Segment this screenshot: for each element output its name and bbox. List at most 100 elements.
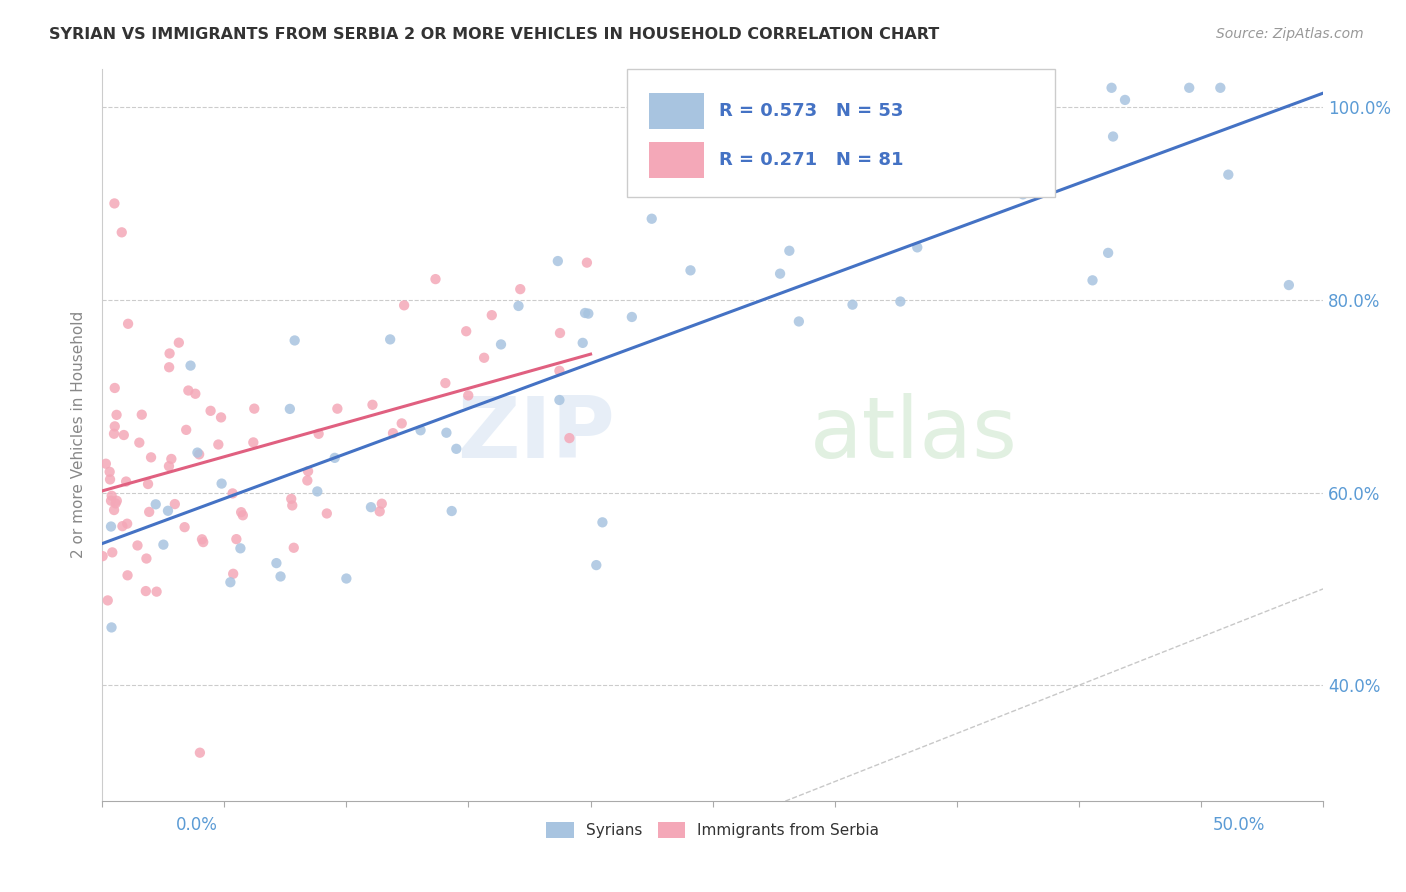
Point — [391, 417, 413, 431]
Point — [1114, 93, 1136, 107]
Point — [576, 307, 599, 321]
Point — [409, 423, 432, 437]
Point — [152, 538, 174, 552]
Point — [188, 746, 211, 760]
Point — [1081, 273, 1104, 287]
Point — [100, 620, 122, 634]
Point — [281, 499, 304, 513]
Point — [174, 423, 197, 437]
Point — [508, 299, 530, 313]
Point — [135, 584, 157, 599]
Point — [101, 545, 124, 559]
Point — [1101, 80, 1123, 95]
Point — [221, 486, 243, 500]
Point — [193, 535, 215, 549]
Text: Source: ZipAtlas.com: Source: ZipAtlas.com — [1216, 27, 1364, 41]
Point — [297, 474, 319, 488]
Point — [481, 308, 503, 322]
Point — [131, 408, 153, 422]
Point — [100, 489, 122, 503]
Text: atlas: atlas — [810, 393, 1018, 476]
Point — [104, 381, 127, 395]
Text: 50.0%: 50.0% — [1213, 816, 1265, 834]
Point — [242, 435, 264, 450]
Point — [1278, 278, 1301, 293]
Point — [91, 549, 114, 563]
Point — [104, 496, 127, 510]
Point — [1012, 187, 1035, 202]
Point — [139, 450, 162, 465]
Point — [222, 566, 245, 581]
Point — [278, 401, 301, 416]
Point — [157, 360, 180, 375]
Point — [100, 493, 122, 508]
Point — [98, 472, 121, 486]
Point — [1178, 80, 1201, 95]
Point — [434, 376, 457, 390]
Point — [135, 551, 157, 566]
Point — [558, 431, 581, 445]
Point — [270, 569, 292, 583]
Point — [191, 533, 214, 547]
Point — [641, 211, 664, 226]
Point — [307, 484, 329, 499]
Point — [100, 519, 122, 533]
Point — [769, 267, 792, 281]
Point — [117, 568, 139, 582]
Point — [813, 180, 835, 194]
FancyBboxPatch shape — [627, 69, 1054, 196]
Point — [457, 388, 479, 402]
Point — [103, 426, 125, 441]
Point — [266, 556, 288, 570]
Text: R = 0.573   N = 53: R = 0.573 N = 53 — [718, 102, 903, 120]
Point — [575, 255, 598, 269]
Point — [436, 425, 458, 440]
Point — [1097, 245, 1119, 260]
Point — [548, 364, 571, 378]
Point — [392, 298, 415, 312]
Point — [284, 334, 307, 348]
Bar — [650, 94, 704, 128]
Point — [94, 457, 117, 471]
Point — [115, 475, 138, 489]
Point — [128, 435, 150, 450]
Point — [326, 401, 349, 416]
Point — [371, 497, 394, 511]
Point — [225, 532, 247, 546]
Point — [103, 503, 125, 517]
Point — [446, 442, 468, 456]
Bar — [650, 143, 704, 178]
Point — [841, 298, 863, 312]
Point — [211, 476, 233, 491]
Point — [180, 359, 202, 373]
Point — [232, 508, 254, 523]
Point — [315, 507, 337, 521]
Point — [184, 386, 207, 401]
Point — [163, 497, 186, 511]
Point — [456, 324, 478, 338]
Point — [778, 244, 800, 258]
Point — [368, 504, 391, 518]
Point — [472, 351, 495, 365]
Point — [620, 310, 643, 324]
Point — [905, 240, 928, 254]
Point — [547, 254, 569, 268]
Point — [229, 541, 252, 556]
Point — [571, 335, 593, 350]
Point — [548, 326, 571, 340]
Y-axis label: 2 or more Vehicles in Household: 2 or more Vehicles in Household — [72, 311, 86, 558]
Point — [889, 294, 911, 309]
Point — [297, 464, 319, 478]
Point — [105, 493, 128, 508]
Point — [98, 465, 121, 479]
Point — [585, 558, 607, 573]
Point — [188, 447, 211, 461]
Point — [111, 225, 134, 239]
Text: 0.0%: 0.0% — [176, 816, 218, 834]
Point — [127, 539, 149, 553]
Text: ZIP: ZIP — [457, 393, 614, 476]
Legend: Syrians, Immigrants from Serbia: Syrians, Immigrants from Serbia — [540, 815, 886, 845]
Point — [209, 410, 232, 425]
Point — [105, 408, 128, 422]
Point — [787, 314, 810, 328]
